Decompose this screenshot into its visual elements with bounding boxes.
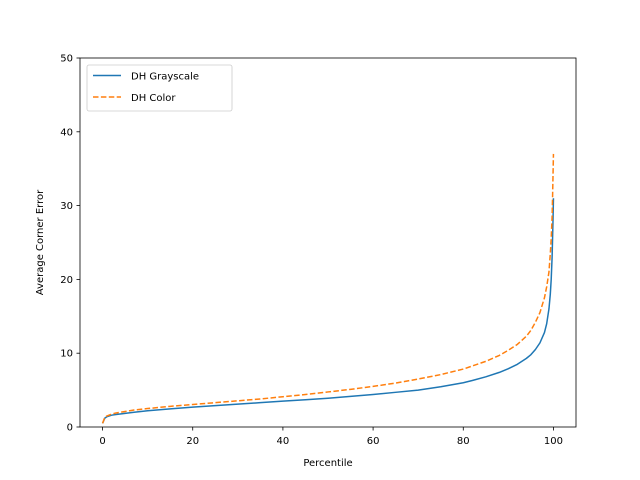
x-axis-label: Percentile — [303, 458, 352, 469]
x-tick-label: 100 — [544, 436, 563, 447]
series-line-dh-color — [101, 153, 555, 424]
x-tick-label: 80 — [457, 436, 470, 447]
y-tick-label: 20 — [60, 275, 73, 286]
series-line-dh-grayscale — [101, 198, 555, 424]
legend-label-dh-grayscale: DH Grayscale — [131, 72, 199, 83]
series-layer — [101, 153, 555, 424]
y-axis-label: Average Corner Error — [35, 189, 46, 295]
x-tick-label: 0 — [99, 436, 105, 447]
y-tick-label: 40 — [60, 127, 73, 138]
y-tick-label: 0 — [67, 423, 73, 434]
y-tick-label: 50 — [60, 54, 73, 65]
legend-label-dh-color: DH Color — [131, 93, 176, 104]
x-tick-label: 20 — [186, 436, 199, 447]
x-tick-label: 40 — [277, 436, 290, 447]
y-axis: 0 10 20 30 40 50 — [60, 54, 80, 434]
y-tick-label: 30 — [60, 201, 73, 212]
x-tick-label: 60 — [367, 436, 380, 447]
plot-area-frame — [79, 57, 577, 428]
legend-frame — [86, 64, 233, 112]
legend: DH Grayscale DH Color — [86, 64, 233, 112]
x-axis: 0 20 40 60 80 100 — [99, 427, 563, 447]
y-tick-label: 10 — [60, 349, 73, 360]
